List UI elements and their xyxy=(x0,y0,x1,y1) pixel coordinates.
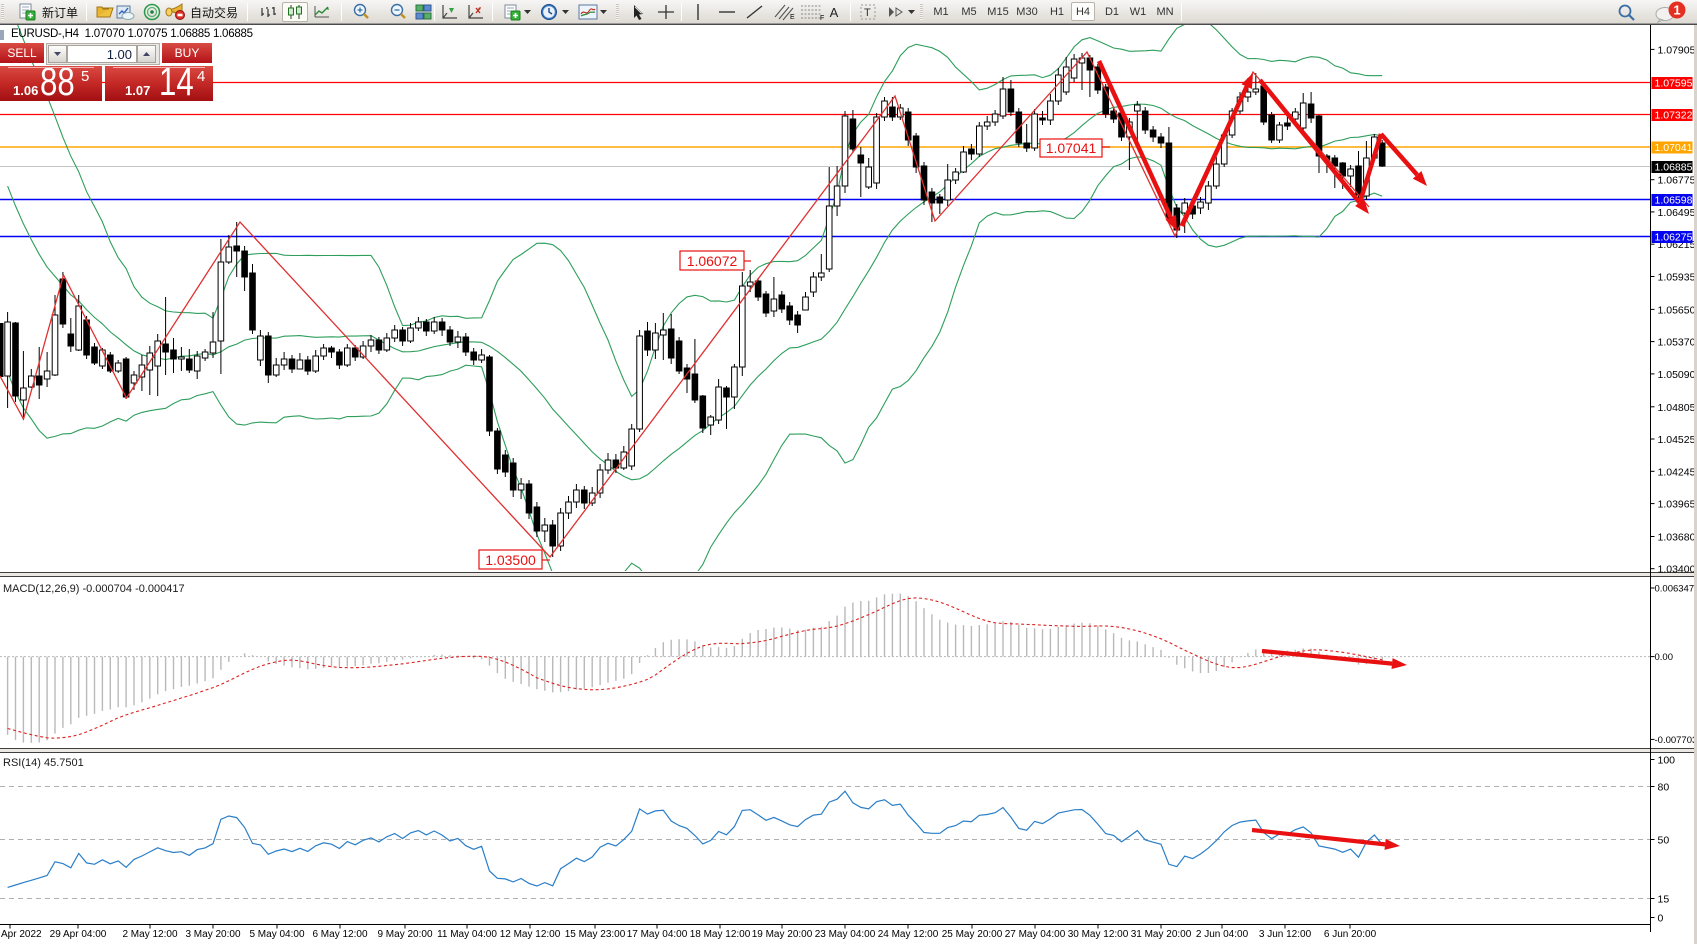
svg-text:0.00: 0.00 xyxy=(1655,652,1674,663)
svg-text:2 May 12:00: 2 May 12:00 xyxy=(122,929,177,940)
svg-text:25 May 20:00: 25 May 20:00 xyxy=(942,929,1003,940)
svg-text:3 Jun 12:00: 3 Jun 12:00 xyxy=(1259,929,1312,940)
svg-text:1.03965: 1.03965 xyxy=(1658,499,1696,511)
svg-text:1.06072: 1.06072 xyxy=(687,253,738,269)
svg-text:1.07041: 1.07041 xyxy=(1655,142,1693,154)
svg-text:1.06598: 1.06598 xyxy=(1655,195,1693,207)
svg-text:T: T xyxy=(864,7,871,19)
svg-text:0.006347: 0.006347 xyxy=(1655,584,1695,595)
svg-text:Apr 2022: Apr 2022 xyxy=(1,929,42,940)
svg-text:F: F xyxy=(820,15,824,21)
svg-text:1.03500: 1.03500 xyxy=(485,552,536,568)
svg-text:50: 50 xyxy=(1658,835,1670,847)
svg-text:18 May 12:00: 18 May 12:00 xyxy=(690,929,751,940)
svg-text:1.05650: 1.05650 xyxy=(1658,304,1696,316)
svg-text:31 May 20:00: 31 May 20:00 xyxy=(1131,929,1192,940)
svg-text:1.03680: 1.03680 xyxy=(1658,532,1696,544)
svg-text:1.04805: 1.04805 xyxy=(1658,402,1696,414)
svg-text:1.06885: 1.06885 xyxy=(1655,162,1693,174)
svg-text:11 May 04:00: 11 May 04:00 xyxy=(437,929,497,940)
svg-text:30 May 12:00: 30 May 12:00 xyxy=(1068,929,1129,940)
svg-text:1.07905: 1.07905 xyxy=(1658,44,1696,56)
svg-text:1.06275: 1.06275 xyxy=(1655,232,1693,244)
svg-text:24 May 12:00: 24 May 12:00 xyxy=(878,929,939,940)
svg-text:0: 0 xyxy=(1658,913,1664,925)
svg-text:1.06495: 1.06495 xyxy=(1658,207,1696,219)
svg-text:E: E xyxy=(790,14,795,21)
svg-text:23 May 04:00: 23 May 04:00 xyxy=(815,929,876,940)
svg-text:1.06775: 1.06775 xyxy=(1658,175,1696,187)
svg-text:1.04245: 1.04245 xyxy=(1658,466,1696,478)
svg-text:1.05935: 1.05935 xyxy=(1658,272,1696,284)
svg-text:9 May 20:00: 9 May 20:00 xyxy=(377,929,432,940)
svg-text:5 May 04:00: 5 May 04:00 xyxy=(249,929,304,940)
svg-text:15: 15 xyxy=(1658,894,1670,906)
svg-text:1.03400: 1.03400 xyxy=(1658,564,1696,576)
svg-text:17 May 04:00: 17 May 04:00 xyxy=(627,929,688,940)
svg-text:12 May 12:00: 12 May 12:00 xyxy=(500,929,561,940)
svg-text:80: 80 xyxy=(1658,782,1670,794)
svg-text:1.05090: 1.05090 xyxy=(1658,369,1696,381)
svg-text:15 May 23:00: 15 May 23:00 xyxy=(565,929,626,940)
svg-text:1: 1 xyxy=(1673,3,1680,18)
svg-text:6 May 12:00: 6 May 12:00 xyxy=(312,929,367,940)
svg-text:1.07041: 1.07041 xyxy=(1046,140,1097,156)
svg-text:RSI(14) 45.7501: RSI(14) 45.7501 xyxy=(3,757,84,769)
svg-text:27 May 04:00: 27 May 04:00 xyxy=(1005,929,1066,940)
svg-text:19 May 20:00: 19 May 20:00 xyxy=(752,929,813,940)
svg-text:3 May 20:00: 3 May 20:00 xyxy=(185,929,240,940)
svg-text:-0.007703: -0.007703 xyxy=(1655,735,1697,746)
svg-text:1.07595: 1.07595 xyxy=(1655,78,1693,90)
svg-text:100: 100 xyxy=(1658,755,1676,767)
svg-text:MACD(12,26,9) -0.000704 -0.000: MACD(12,26,9) -0.000704 -0.000417 xyxy=(3,583,185,595)
svg-text:6 Jun 20:00: 6 Jun 20:00 xyxy=(1324,929,1377,940)
svg-text:1.05370: 1.05370 xyxy=(1658,337,1696,349)
svg-text:29 Apr 04:00: 29 Apr 04:00 xyxy=(50,929,107,940)
svg-text:2 Jun 04:00: 2 Jun 04:00 xyxy=(1196,929,1249,940)
svg-text:1.04525: 1.04525 xyxy=(1658,434,1696,446)
svg-text:1.07322: 1.07322 xyxy=(1655,110,1693,122)
